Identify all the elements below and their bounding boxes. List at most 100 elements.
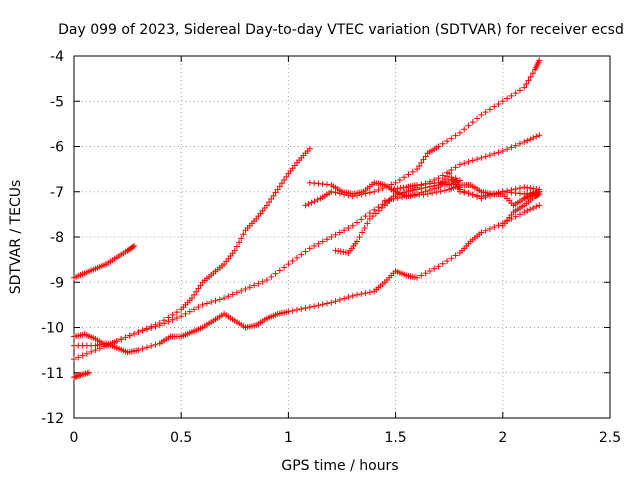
data-point bbox=[444, 257, 451, 264]
data-point bbox=[315, 240, 322, 247]
y-tick-label: -7 bbox=[50, 185, 64, 201]
data-point bbox=[439, 172, 446, 179]
data-point bbox=[512, 142, 519, 149]
x-tick-label: 0.5 bbox=[170, 430, 192, 446]
data-point bbox=[323, 236, 330, 243]
data-point bbox=[236, 239, 243, 246]
series-track-9 bbox=[381, 181, 543, 209]
data-point bbox=[79, 352, 86, 359]
data-point bbox=[516, 211, 523, 218]
data-point bbox=[512, 186, 519, 193]
data-point bbox=[302, 248, 309, 255]
data-point bbox=[289, 257, 296, 264]
data-point bbox=[345, 294, 352, 301]
data-point bbox=[465, 158, 472, 165]
data-point bbox=[122, 334, 129, 341]
data-point bbox=[255, 280, 262, 287]
data-point bbox=[266, 199, 273, 206]
data-point bbox=[486, 225, 493, 232]
data-point bbox=[422, 153, 429, 160]
data-point bbox=[315, 302, 322, 309]
data-point bbox=[298, 251, 305, 258]
data-point bbox=[203, 300, 210, 307]
data-point bbox=[524, 137, 531, 144]
data-point bbox=[435, 263, 442, 270]
data-point bbox=[536, 132, 543, 139]
x-tick-label: 2.5 bbox=[599, 430, 621, 446]
data-point bbox=[311, 198, 318, 205]
data-point bbox=[456, 177, 463, 184]
data-point bbox=[148, 343, 155, 350]
data-point bbox=[409, 168, 416, 175]
data-point bbox=[530, 205, 537, 212]
data-point bbox=[319, 238, 326, 245]
x-axis-label: GPS time / hours bbox=[281, 458, 398, 474]
data-point bbox=[341, 295, 348, 302]
data-point bbox=[191, 306, 198, 313]
data-point bbox=[238, 235, 245, 242]
data-point bbox=[486, 106, 493, 113]
data-point bbox=[516, 87, 523, 94]
series-track-5 bbox=[71, 202, 543, 356]
data-point bbox=[452, 132, 459, 139]
data-point bbox=[512, 90, 519, 97]
data-point bbox=[289, 307, 296, 314]
data-point bbox=[448, 167, 455, 174]
data-point bbox=[392, 191, 399, 198]
data-point bbox=[75, 354, 82, 361]
data-point bbox=[474, 193, 481, 200]
data-point bbox=[278, 180, 285, 187]
points-layer bbox=[71, 57, 543, 381]
data-point bbox=[533, 133, 540, 140]
data-point bbox=[504, 95, 511, 102]
data-point bbox=[225, 293, 232, 300]
data-point bbox=[420, 156, 427, 163]
data-point bbox=[474, 156, 481, 163]
y-tick-label: -5 bbox=[50, 94, 64, 110]
data-point bbox=[272, 270, 279, 277]
data-point bbox=[478, 111, 485, 118]
data-point bbox=[302, 202, 309, 209]
y-tick-label: -10 bbox=[41, 321, 64, 337]
data-point bbox=[152, 341, 159, 348]
data-point bbox=[362, 290, 369, 297]
data-point bbox=[491, 103, 498, 110]
data-point bbox=[508, 186, 515, 193]
data-point bbox=[474, 115, 481, 122]
series-track-2 bbox=[71, 369, 93, 381]
data-point bbox=[536, 57, 543, 64]
data-point bbox=[156, 322, 163, 329]
x-tick-label: 1 bbox=[284, 430, 293, 446]
data-point bbox=[366, 289, 373, 296]
data-point bbox=[229, 291, 236, 298]
data-point bbox=[452, 164, 459, 171]
data-point bbox=[281, 176, 288, 183]
data-point bbox=[285, 308, 292, 315]
data-point bbox=[178, 313, 185, 320]
data-point bbox=[83, 350, 90, 357]
data-point bbox=[341, 227, 348, 234]
data-point bbox=[495, 100, 502, 107]
data-point bbox=[148, 324, 155, 331]
data-point bbox=[527, 136, 534, 143]
data-point bbox=[366, 189, 373, 196]
data-point bbox=[281, 264, 288, 271]
data-point bbox=[233, 289, 240, 296]
data-point bbox=[375, 207, 382, 214]
chart-title: Day 099 of 2023, Sidereal Day-to-day VTE… bbox=[58, 22, 624, 38]
data-point bbox=[508, 92, 515, 99]
data-point bbox=[401, 174, 408, 181]
data-point bbox=[345, 224, 352, 231]
data-point bbox=[358, 216, 365, 223]
data-point bbox=[524, 207, 531, 214]
data-point bbox=[405, 171, 412, 178]
data-point bbox=[240, 231, 247, 238]
data-point bbox=[527, 206, 534, 213]
tick-layer: 0 0.5 1 1.5 2 2.5 -12 -11 -10 -9 -8 -7 -6 -5 -4 bbox=[41, 49, 621, 446]
data-point bbox=[358, 291, 365, 298]
data-point bbox=[521, 84, 528, 91]
data-point bbox=[135, 329, 142, 336]
data-point bbox=[354, 219, 361, 226]
data-point bbox=[272, 189, 279, 196]
